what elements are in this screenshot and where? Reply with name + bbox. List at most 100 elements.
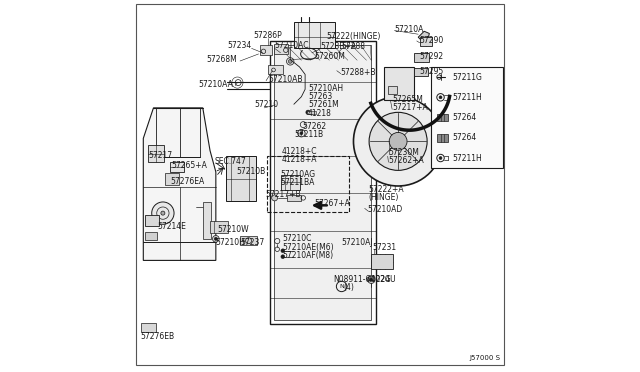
Circle shape <box>370 278 373 281</box>
Text: 57210AJ: 57210AJ <box>342 238 373 247</box>
Text: 41218+C: 41218+C <box>282 147 317 156</box>
Text: 57210AC: 57210AC <box>275 41 309 50</box>
Text: SEC.747: SEC.747 <box>214 157 246 166</box>
Text: 57211H: 57211H <box>452 93 482 102</box>
Text: 57210AE(M6): 57210AE(M6) <box>283 243 335 251</box>
Bar <box>270 41 376 324</box>
Circle shape <box>281 249 285 253</box>
Text: 57222(HINGE): 57222(HINGE) <box>326 32 381 41</box>
Bar <box>431 67 503 168</box>
Text: 57230M: 57230M <box>388 148 419 157</box>
Bar <box>239 236 257 245</box>
Circle shape <box>439 96 442 99</box>
Bar <box>281 175 300 190</box>
Text: 57262: 57262 <box>302 122 326 131</box>
Circle shape <box>271 195 278 201</box>
Text: 57237: 57237 <box>241 238 265 247</box>
Text: 57262+A: 57262+A <box>388 156 424 165</box>
Text: 57210AB: 57210AB <box>268 76 303 84</box>
Text: 57234: 57234 <box>227 41 252 50</box>
Text: 57263: 57263 <box>308 92 332 101</box>
Text: 57222+A: 57222+A <box>369 185 404 194</box>
Text: N08911-6402G: N08911-6402G <box>333 275 391 284</box>
Bar <box>287 195 301 201</box>
Text: 41218+A: 41218+A <box>282 155 317 164</box>
Bar <box>148 145 164 162</box>
Circle shape <box>300 132 303 135</box>
Circle shape <box>287 58 294 65</box>
Bar <box>164 173 179 185</box>
Bar <box>267 156 349 212</box>
Circle shape <box>389 132 407 150</box>
Bar <box>275 45 371 320</box>
Bar <box>294 22 335 48</box>
Text: 57288: 57288 <box>342 42 365 51</box>
Text: 57210AD: 57210AD <box>367 205 403 214</box>
Circle shape <box>367 276 375 283</box>
Text: 57214E: 57214E <box>157 222 186 231</box>
Text: 57210AA: 57210AA <box>199 80 234 89</box>
Text: 57211B: 57211B <box>294 130 323 139</box>
Text: 57217+B: 57217+B <box>265 190 301 199</box>
Text: 57261M: 57261M <box>308 100 339 109</box>
Text: N: N <box>339 284 344 289</box>
Polygon shape <box>418 31 429 42</box>
Text: 57211BA: 57211BA <box>280 178 315 187</box>
Text: J57000 S: J57000 S <box>469 355 500 361</box>
Text: 57260M: 57260M <box>314 52 345 61</box>
Bar <box>388 86 397 94</box>
Text: 57276EB: 57276EB <box>141 332 175 341</box>
Text: 57290: 57290 <box>420 36 444 45</box>
Text: 57210AF(M8): 57210AF(M8) <box>283 251 334 260</box>
Text: 57210H: 57210H <box>215 238 245 247</box>
Bar <box>420 37 431 46</box>
Text: 57265M: 57265M <box>392 95 423 104</box>
Circle shape <box>439 157 442 160</box>
Circle shape <box>281 255 285 259</box>
Text: 57267+A: 57267+A <box>314 199 350 208</box>
Text: 57210AH: 57210AH <box>308 84 343 93</box>
Text: 57276EA: 57276EA <box>170 177 205 186</box>
Bar <box>170 162 184 172</box>
Bar <box>384 67 415 100</box>
Bar <box>145 232 157 240</box>
Circle shape <box>161 211 165 215</box>
Circle shape <box>212 235 219 242</box>
Text: (HINGE): (HINGE) <box>369 193 399 202</box>
Bar <box>227 156 256 201</box>
Bar <box>437 134 448 141</box>
Bar <box>371 254 393 269</box>
Circle shape <box>353 97 443 186</box>
Circle shape <box>214 237 218 240</box>
Text: 40224U: 40224U <box>366 275 396 284</box>
Bar <box>260 45 271 55</box>
Text: (4): (4) <box>344 283 355 292</box>
Text: 57210AG: 57210AG <box>280 170 316 179</box>
Bar <box>415 68 428 76</box>
Text: 57210W: 57210W <box>218 225 249 234</box>
Bar <box>273 44 289 54</box>
Text: 57268M: 57268M <box>207 55 237 64</box>
Text: 57210C: 57210C <box>283 234 312 243</box>
Text: 57210A: 57210A <box>394 25 424 34</box>
Circle shape <box>152 202 174 224</box>
Text: 57264: 57264 <box>452 113 477 122</box>
Text: 57217: 57217 <box>148 151 172 160</box>
Polygon shape <box>143 108 216 260</box>
Text: 57292: 57292 <box>420 52 444 61</box>
Text: 57217+A: 57217+A <box>392 103 428 112</box>
Text: 57295: 57295 <box>420 67 444 76</box>
Text: 57231: 57231 <box>373 243 397 251</box>
Bar <box>203 202 211 239</box>
Text: 57210B: 57210B <box>236 167 266 176</box>
Bar <box>437 114 448 121</box>
Text: 57288+B: 57288+B <box>341 68 376 77</box>
Text: 57264: 57264 <box>452 133 477 142</box>
Bar <box>145 215 159 226</box>
Text: 5728B+A: 5728B+A <box>320 42 356 51</box>
Bar <box>141 323 156 332</box>
Text: 41218: 41218 <box>308 109 332 118</box>
Circle shape <box>289 60 292 63</box>
Text: 57211G: 57211G <box>452 73 483 81</box>
Text: 57286P: 57286P <box>253 31 282 40</box>
